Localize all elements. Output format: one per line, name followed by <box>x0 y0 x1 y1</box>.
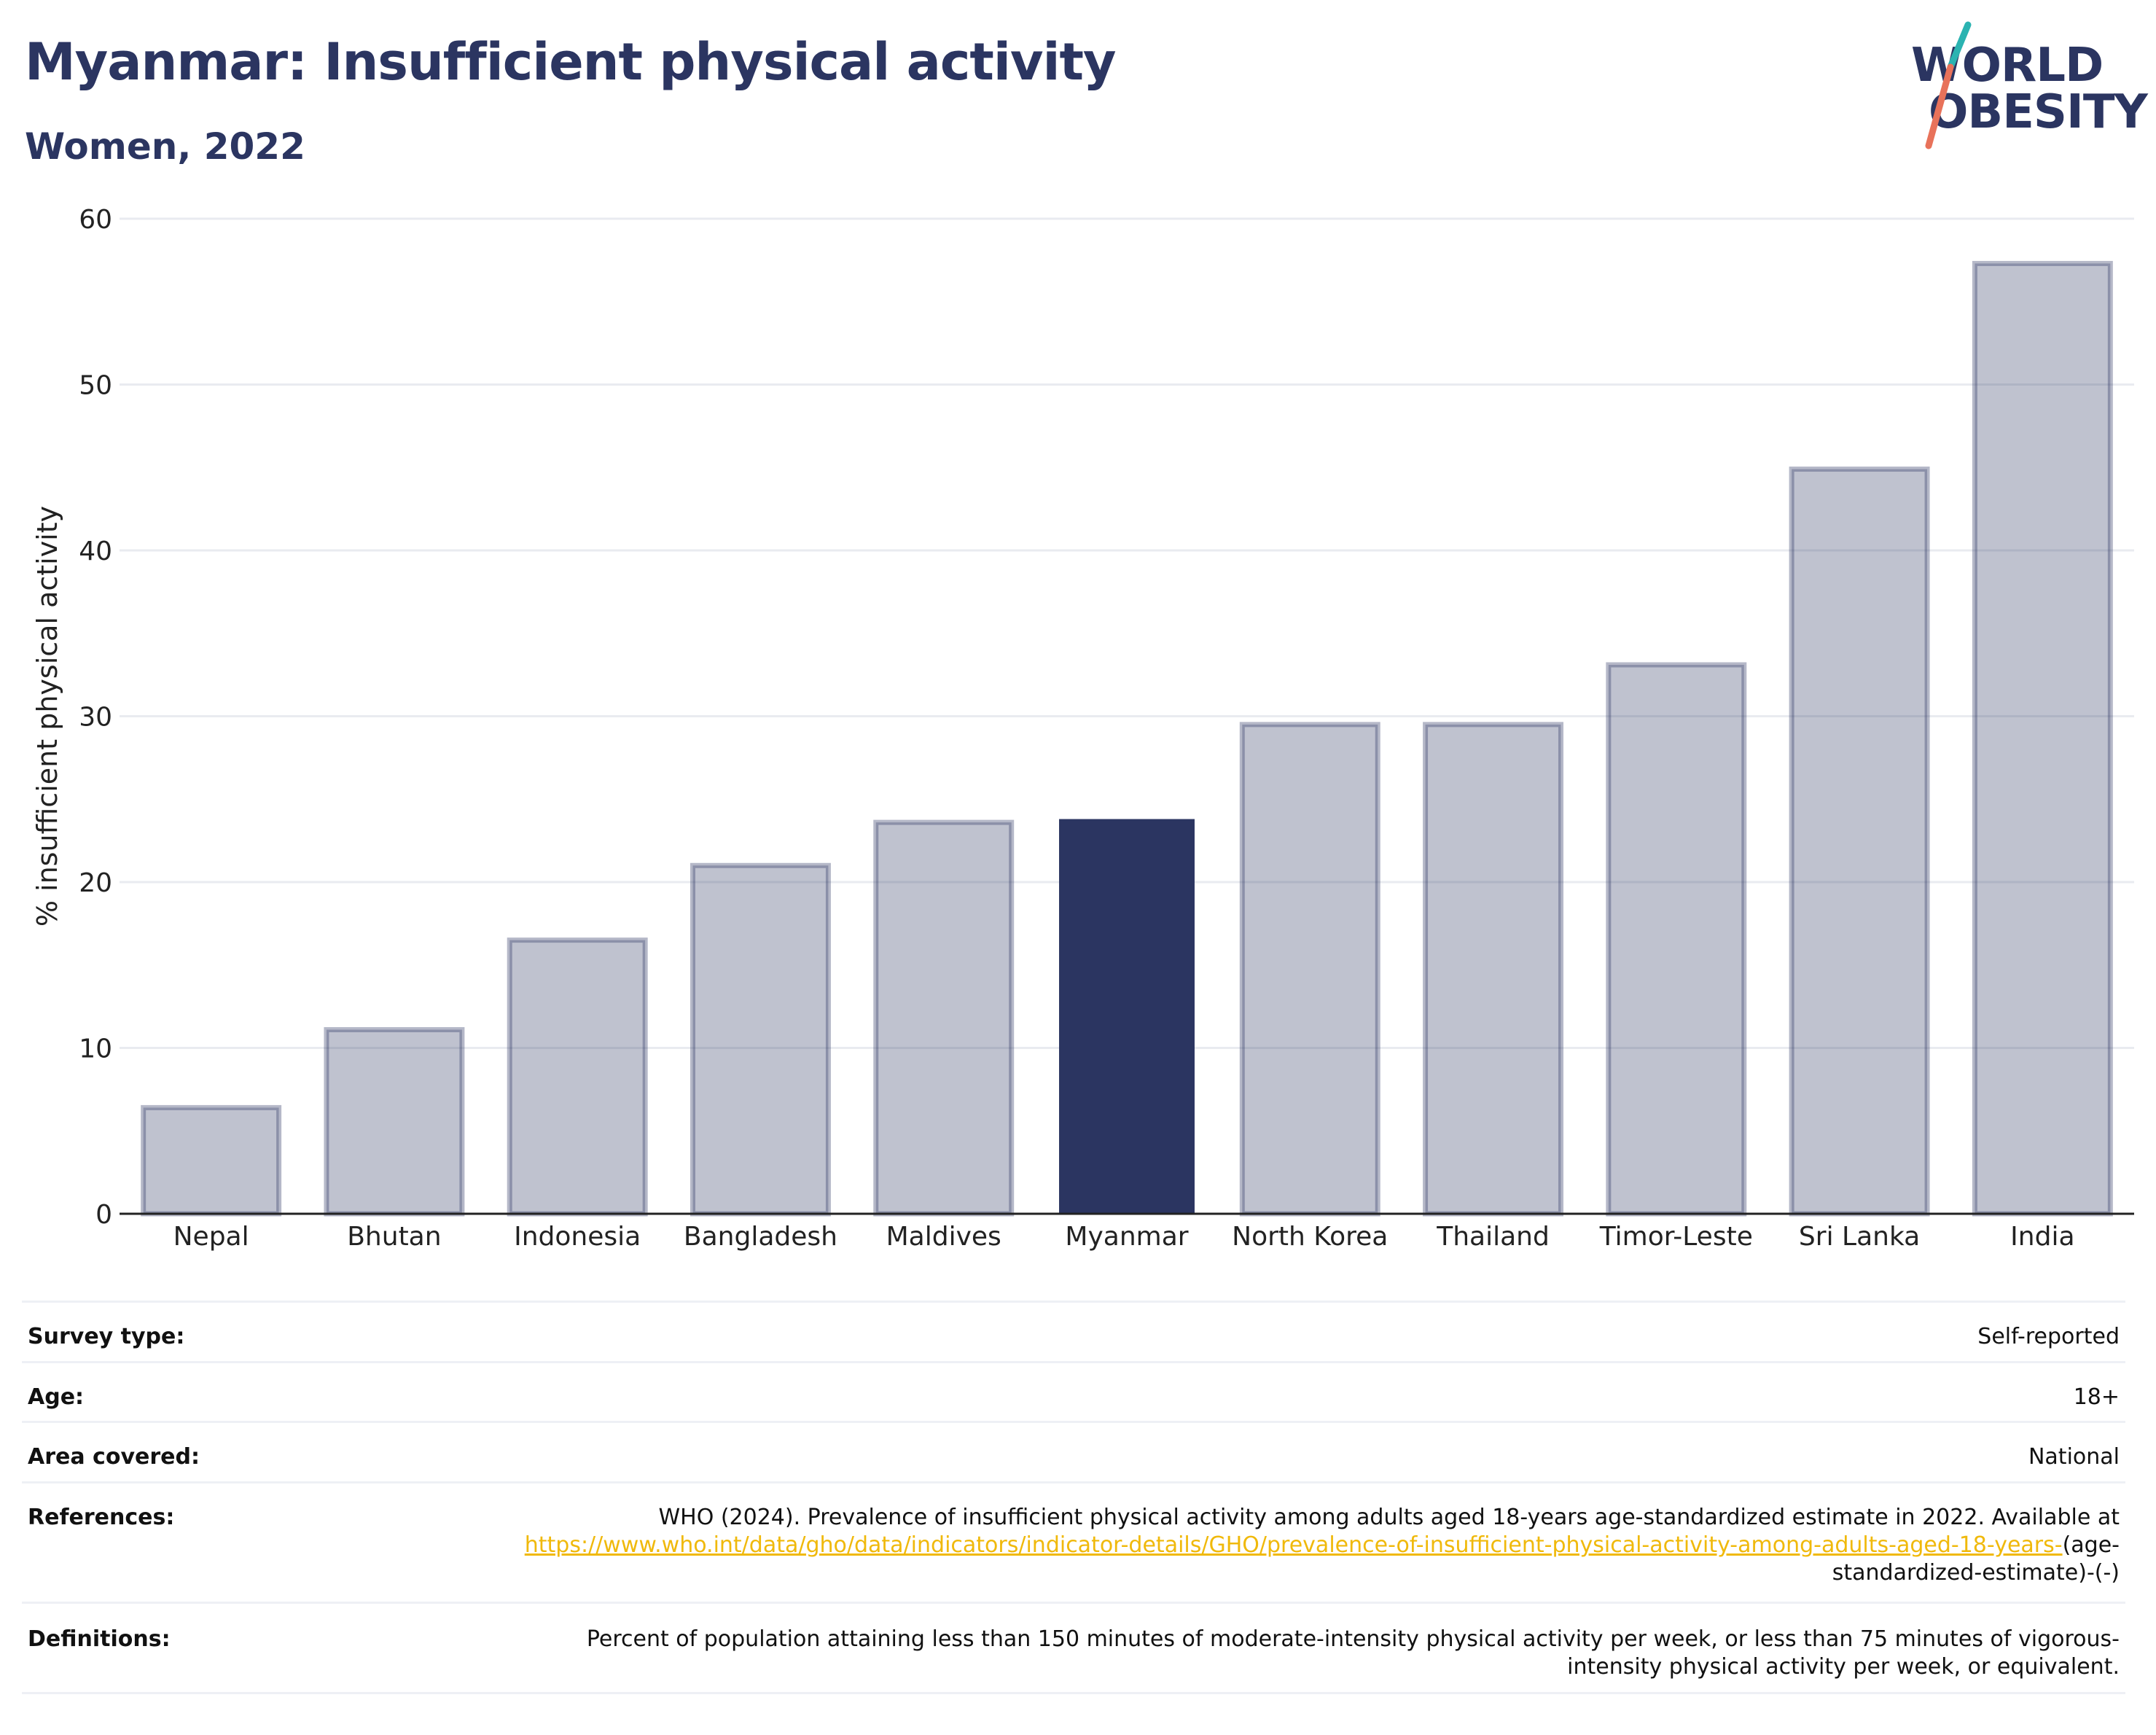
logo-word-obesity: OBESITY <box>1929 85 2148 139</box>
x-tick-label-thailand: Thailand <box>1436 1222 1550 1252</box>
bar-bangladesh <box>690 862 831 1217</box>
x-tick-label-north-korea: North Korea <box>1232 1222 1388 1252</box>
bar-thailand <box>1423 722 1564 1217</box>
chart-title: Myanmar: Insufficient physical activity <box>25 32 1117 92</box>
y-tick-label: 0 <box>95 1200 112 1230</box>
bar-north-korea <box>1239 722 1380 1217</box>
bar-sri-lanka <box>1789 467 1930 1217</box>
x-tick-label-maldives: Maldives <box>886 1222 1001 1252</box>
references-row: References: WHO (2024). Prevalence of in… <box>22 1481 2125 1602</box>
y-tick-label: 20 <box>79 868 112 898</box>
x-tick-label-nepal: Nepal <box>173 1222 249 1252</box>
y-axis-label: % insufficient physical activity <box>31 506 63 927</box>
logo-slash-icon <box>1925 21 1972 149</box>
area-value: National <box>2028 1444 2120 1470</box>
area-row: Area covered: National <box>22 1421 2125 1481</box>
x-tick-label-indonesia: Indonesia <box>514 1222 641 1252</box>
metadata-table: Survey type: Self-reported Age: 18+ Area… <box>22 1301 2125 1694</box>
bar-india <box>1972 260 2113 1217</box>
chart-subtitle: Women, 2022 <box>25 125 305 168</box>
y-tick-label: 40 <box>79 537 112 566</box>
survey-type-row: Survey type: Self-reported <box>22 1301 2125 1361</box>
references-value: WHO (2024). Prevalence of insufficient p… <box>443 1504 2120 1587</box>
y-tick-label: 10 <box>79 1034 112 1064</box>
bar-nepal <box>141 1104 282 1217</box>
x-tick-label-bhutan: Bhutan <box>347 1222 441 1252</box>
references-suffix: (age-standardized-estimate)-(-) <box>1832 1532 2120 1586</box>
x-tick-label-timor-leste: Timor-Leste <box>1599 1222 1753 1252</box>
definitions-label: Definitions: <box>28 1626 171 1652</box>
bar-indonesia <box>507 937 648 1217</box>
x-tick-label-india: India <box>2010 1222 2074 1252</box>
references-text: WHO (2024). Prevalence of insufficient p… <box>658 1505 2120 1530</box>
bar-bhutan <box>324 1026 465 1217</box>
survey-type-value: Self-reported <box>1977 1324 2120 1349</box>
age-row: Age: 18+ <box>22 1361 2125 1421</box>
y-tick-label: 30 <box>79 703 112 733</box>
x-tick-label-sri-lanka: Sri Lanka <box>1799 1222 1920 1252</box>
age-value: 18+ <box>2073 1384 2120 1410</box>
area-label: Area covered: <box>28 1444 200 1470</box>
bars <box>141 260 2113 1217</box>
survey-type-label: Survey type: <box>28 1324 185 1349</box>
bar-chart: 0 10 20 30 40 50 60 % insufficient physical ac… <box>31 205 2134 1252</box>
y-tick-label: 60 <box>79 205 112 235</box>
world-obesity-logo: WORLD OBESITY <box>1902 20 2148 152</box>
references-link[interactable]: https://www.who.int/data/gho/data/indica… <box>524 1532 2063 1558</box>
bar-myanmar <box>1059 819 1195 1214</box>
x-tick-label-bangladesh: Bangladesh <box>684 1222 837 1252</box>
age-label: Age: <box>28 1384 85 1410</box>
y-axis-ticks: 0 10 20 30 40 50 60 <box>79 205 112 1230</box>
x-tick-label-myanmar: Myanmar <box>1065 1222 1188 1252</box>
bar-maldives <box>873 819 1015 1217</box>
definitions-value: Percent of population attaining less tha… <box>586 1626 2120 1680</box>
bar-timor-leste <box>1606 662 1747 1217</box>
references-label: References: <box>28 1505 175 1530</box>
y-tick-label: 50 <box>79 371 112 401</box>
definitions-row: Definitions: Percent of population attai… <box>22 1602 2125 1694</box>
x-axis-ticks: Nepal Bhutan Indonesia Bangladesh Maldives My… <box>173 1222 2075 1252</box>
